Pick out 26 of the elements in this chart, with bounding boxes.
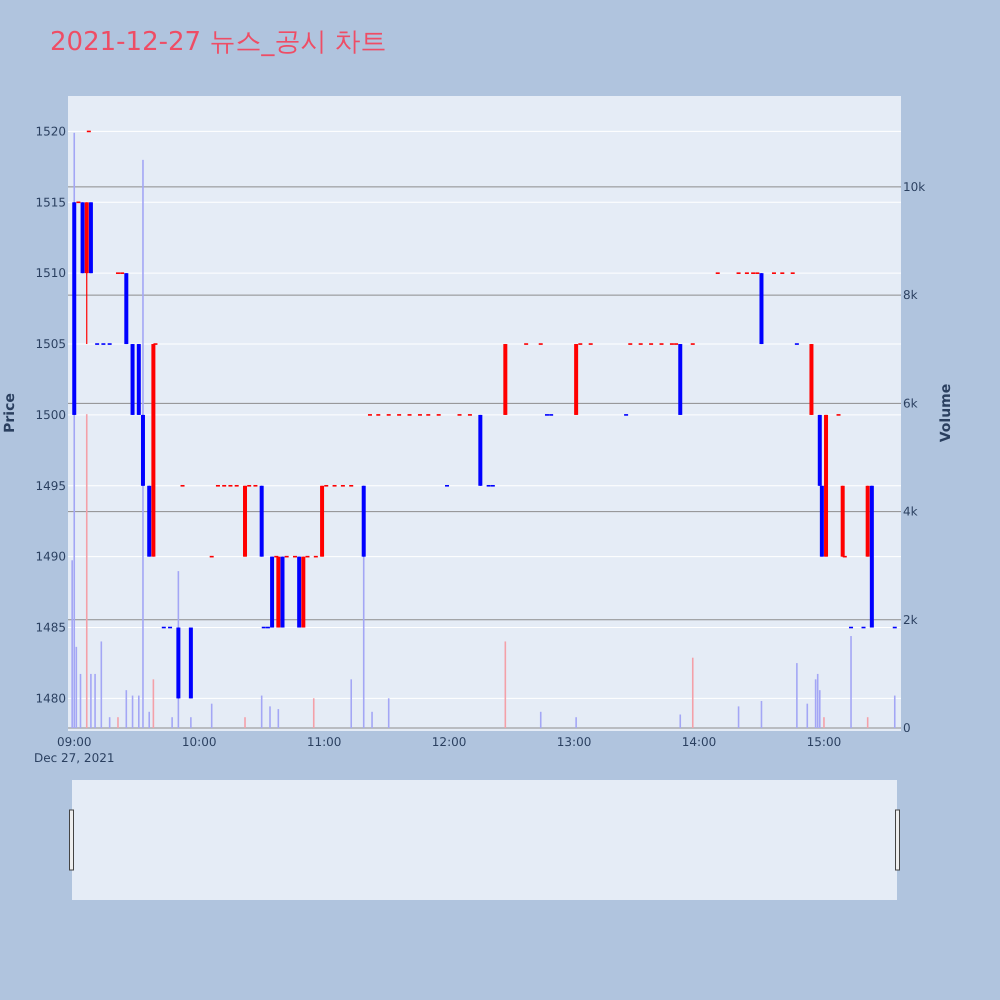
y-tick-label: 1495	[35, 478, 66, 493]
y-tick-label: 1510	[35, 266, 66, 280]
y-tick-label: 1485	[35, 620, 66, 635]
x-tick-label: 13:00	[556, 735, 592, 749]
y2-tick-label: 10k	[903, 180, 926, 194]
y2-tick-label: 4k	[903, 504, 918, 519]
y-tick-label: 1490	[35, 550, 66, 564]
y-tick-label: 1505	[35, 337, 66, 352]
x-tick-label: 09:00	[56, 735, 92, 749]
y-axis-title: Price	[2, 393, 18, 433]
x-tick-label: 10:00	[182, 735, 216, 749]
y2-tick-label: 8k	[903, 288, 918, 302]
x-tick-label: 14:00	[682, 735, 716, 749]
y2-axis-title: Volume	[938, 384, 954, 442]
x-tick-label: 11:00	[306, 735, 342, 749]
chart-title: 2021-12-27 뉴스_공시 차트	[50, 27, 387, 57]
y2-tick-label: 2k	[903, 612, 918, 627]
y2-tick-label: 6k	[903, 396, 918, 410]
y2-tick-label: 0	[903, 721, 911, 736]
y-tick-label: 1480	[35, 691, 66, 706]
y-tick-label: 1515	[35, 195, 66, 210]
x-tick-label: 15:00	[806, 735, 842, 749]
x-tick-label: 12:00	[432, 735, 466, 749]
text: Dec 27, 2021	[34, 751, 114, 765]
y-tick-label: 1520	[35, 124, 66, 138]
y-tick-label: 1500	[35, 408, 66, 422]
